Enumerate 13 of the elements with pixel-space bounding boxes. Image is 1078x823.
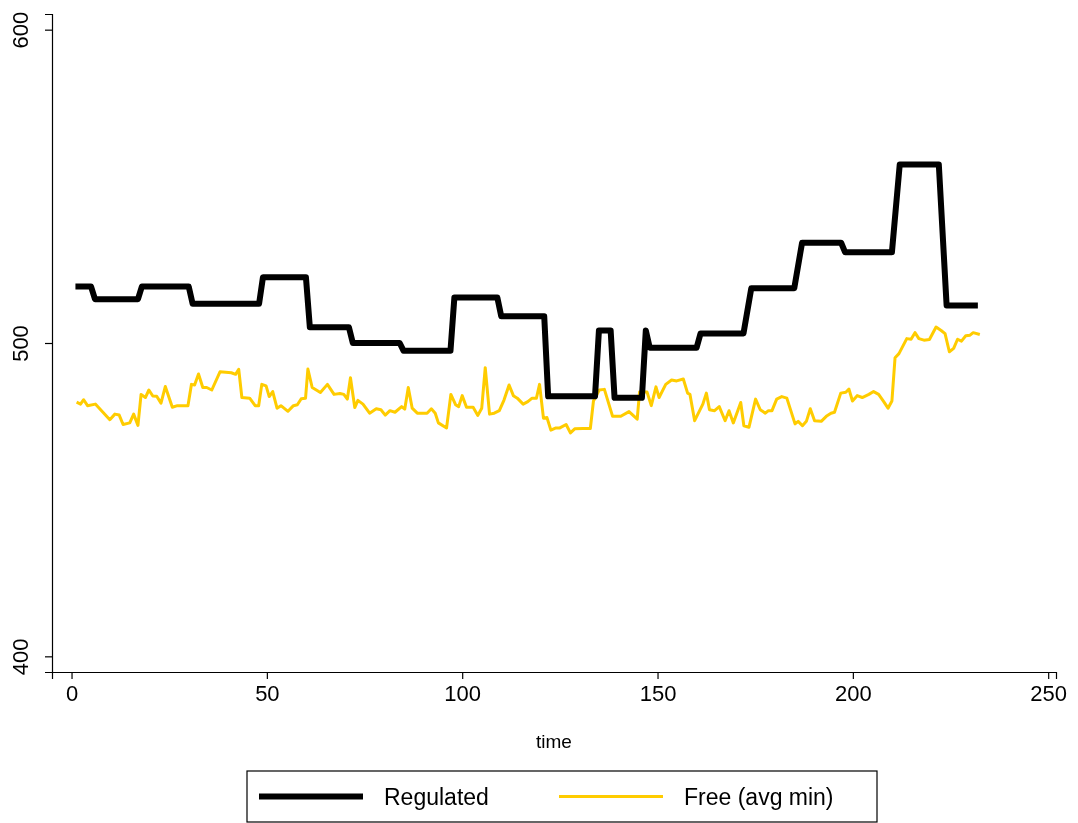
x-tick-label: 0 bbox=[65, 680, 79, 706]
x-tick-label: 250 bbox=[1030, 680, 1068, 706]
x-tick-label: 50 bbox=[255, 680, 280, 706]
y-tick-label: 500 bbox=[8, 325, 33, 362]
y-tick-label: 400 bbox=[8, 638, 33, 676]
x-tick-label: 150 bbox=[639, 680, 677, 706]
x-tick-label: 100 bbox=[444, 680, 482, 706]
legend-label: Free (avg min) bbox=[684, 783, 834, 810]
line-series bbox=[75, 325, 982, 435]
x-tick-label: 200 bbox=[835, 680, 872, 706]
legend-label: Regulated bbox=[384, 783, 489, 810]
x-axis-title: time bbox=[536, 731, 572, 752]
y-tick-label: 600 bbox=[8, 11, 33, 49]
